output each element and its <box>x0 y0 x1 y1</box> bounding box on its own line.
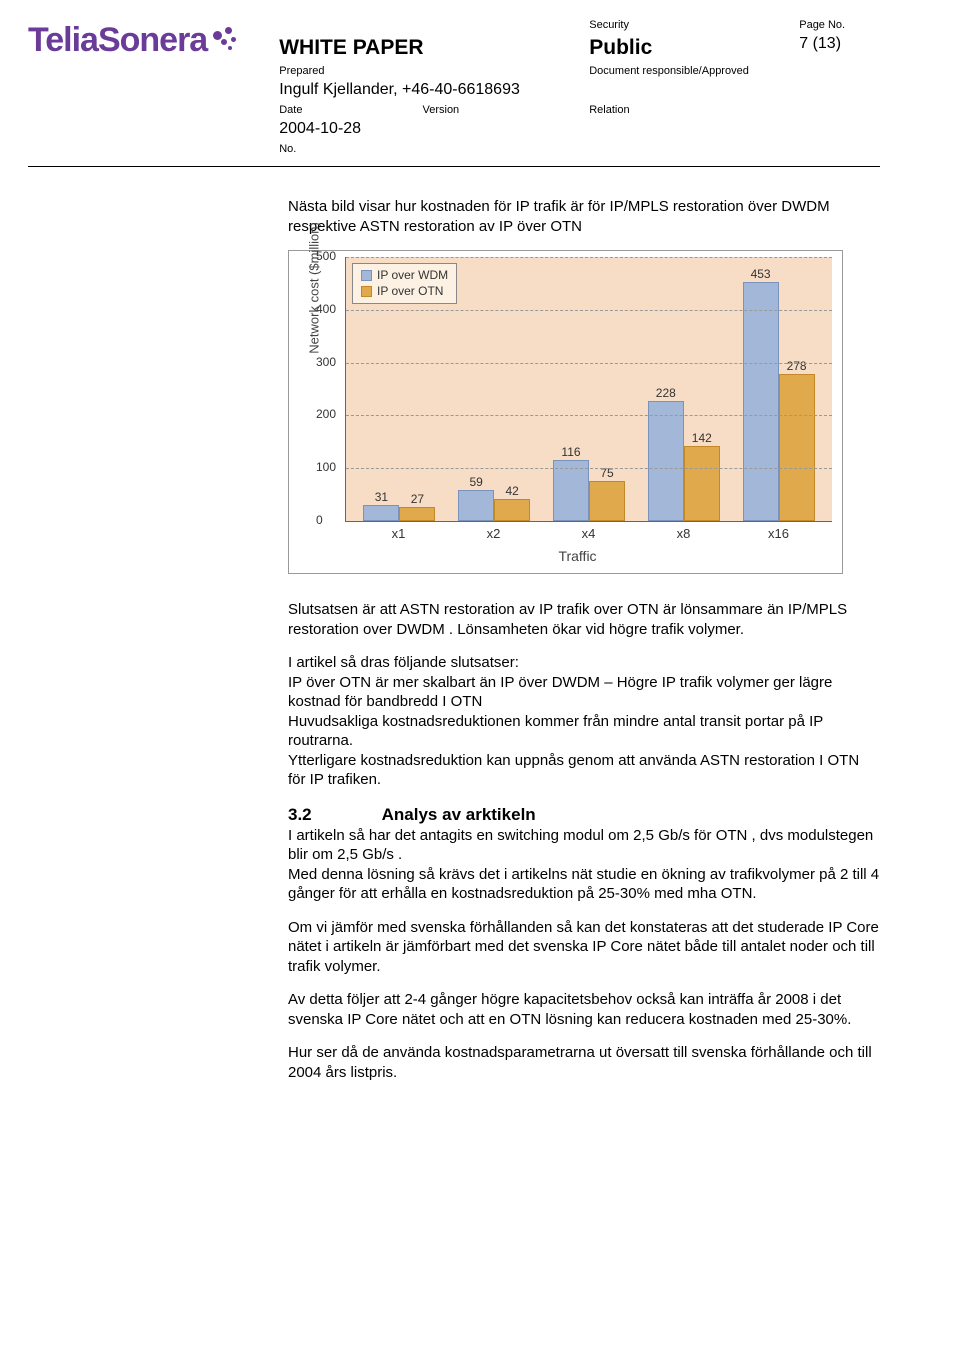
paragraph-5: Med denna lösning så krävs det i artikel… <box>288 865 880 904</box>
chart-gridline <box>346 363 832 364</box>
chart-gridline <box>346 468 832 469</box>
security-label: Security <box>589 18 799 32</box>
cost-chart: Network cost ($million) IP over WDM IP o… <box>288 250 843 574</box>
legend-otn-label: IP over OTN <box>377 284 443 300</box>
chart-gridline <box>346 415 832 416</box>
bar-wdm: 59 <box>458 490 494 521</box>
prepared-label: Prepared <box>279 64 589 78</box>
chart-ylabel: Network cost ($million) <box>307 222 324 353</box>
bar-otn: 27 <box>399 507 435 521</box>
paragraph-3: I artikel så dras följande slutsatser: I… <box>288 653 880 790</box>
paragraph-4: I artikeln så har det antagits en switch… <box>288 826 880 865</box>
bar-group: 3127 <box>363 505 435 521</box>
section-number: 3.2 <box>288 804 312 826</box>
paragraph-7: Av detta följer att 2-4 gånger högre kap… <box>288 990 880 1029</box>
bar-value-label: 27 <box>411 492 424 508</box>
logo-icon <box>213 27 239 53</box>
chart-xtick: x8 <box>648 526 720 543</box>
paragraph-1: Nästa bild visar hur kostnaden för IP tr… <box>288 197 880 236</box>
legend-wdm-label: IP over WDM <box>377 268 448 284</box>
page-value: 7 (13) <box>799 34 949 61</box>
chart-xlabel: Traffic <box>323 547 832 565</box>
chart-xtick: x16 <box>743 526 815 543</box>
chart-legend: IP over WDM IP over OTN <box>352 263 457 304</box>
bar-value-label: 228 <box>656 386 676 402</box>
chart-ytick: 500 <box>316 249 336 265</box>
version-label: Version <box>422 103 459 117</box>
bar-value-label: 116 <box>561 445 580 461</box>
no-label: No. <box>279 142 949 156</box>
legend-swatch-wdm <box>361 270 372 281</box>
paragraph-6: Om vi jämför med svenska förhållanden så… <box>288 918 880 977</box>
chart-xtick: x4 <box>553 526 625 543</box>
legend-swatch-otn <box>361 286 372 297</box>
bar-wdm: 31 <box>363 505 399 521</box>
bar-otn: 42 <box>494 499 530 521</box>
chart-xtick: x1 <box>363 526 435 543</box>
bar-value-label: 142 <box>692 431 712 447</box>
docresp-label: Document responsible/Approved <box>589 64 949 78</box>
bar-group: 453278 <box>743 282 815 521</box>
prepared-value: Ingulf Kjellander, +46-40-6618693 <box>279 80 949 101</box>
body-content: Nästa bild visar hur kostnaden för IP tr… <box>288 197 880 1082</box>
bar-wdm: 453 <box>743 282 779 521</box>
chart-ytick: 400 <box>316 302 336 318</box>
document-header: TeliaSonera Security Page No. WHITE PAPE… <box>28 18 880 156</box>
bar-value-label: 278 <box>787 359 807 375</box>
relation-label: Relation <box>589 103 949 117</box>
chart-xtick: x2 <box>458 526 530 543</box>
chart-ytick: 0 <box>316 513 323 529</box>
chart-ytick: 100 <box>316 460 336 476</box>
logo-text: TeliaSonera <box>28 18 207 62</box>
bar-otn: 278 <box>779 374 815 521</box>
paragraph-8: Hur ser då de använda kostnadsparametrar… <box>288 1043 880 1082</box>
bar-value-label: 31 <box>375 490 388 506</box>
date-label: Date <box>279 103 302 117</box>
bar-value-label: 42 <box>506 484 519 500</box>
logo: TeliaSonera <box>28 18 239 62</box>
chart-ytick: 300 <box>316 355 336 371</box>
chart-ytick: 200 <box>316 408 336 424</box>
section-title: Analys av arktikeln <box>382 804 536 826</box>
chart-gridline <box>346 310 832 311</box>
header-meta: Security Page No. WHITE PAPER Public 7 (… <box>279 18 949 156</box>
section-heading: 3.2 Analys av arktikeln <box>288 804 880 826</box>
header-rule <box>28 166 880 167</box>
bar-wdm: 228 <box>648 401 684 521</box>
bar-group: 228142 <box>648 401 720 521</box>
chart-gridline <box>346 257 832 258</box>
bar-otn: 75 <box>589 481 625 521</box>
date-value: 2004-10-28 <box>279 119 949 140</box>
bar-group: 5942 <box>458 490 530 521</box>
paragraph-2: Slutsatsen är att ASTN restoration av IP… <box>288 600 880 639</box>
page-label: Page No. <box>799 18 949 32</box>
bar-value-label: 453 <box>751 267 771 283</box>
bar-otn: 142 <box>684 446 720 521</box>
bar-value-label: 59 <box>470 475 483 491</box>
security-value: Public <box>589 34 799 61</box>
doc-title: WHITE PAPER <box>279 34 589 61</box>
